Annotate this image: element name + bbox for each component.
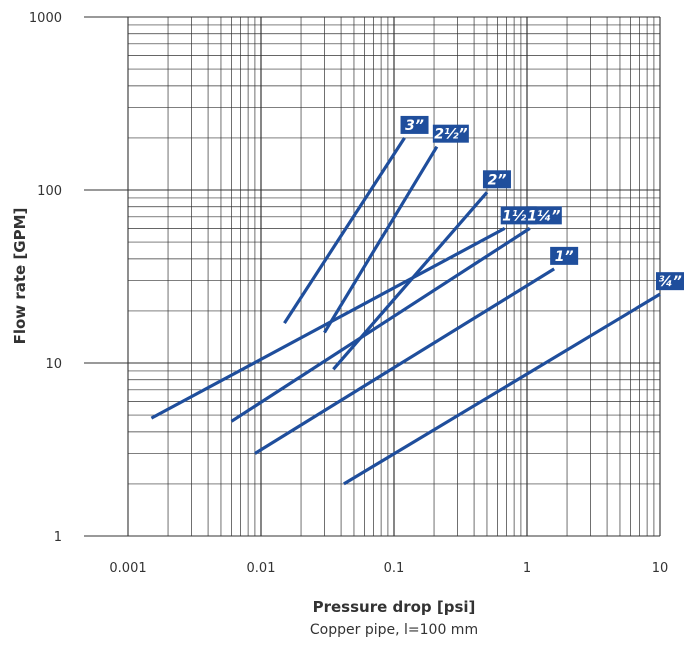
series-label: 3” [405,118,424,134]
x-tick-label: 0.1 [384,561,405,576]
series-labels: 3”2½”2”1½”1¼”1”¾” [400,115,684,291]
series-line [254,267,555,455]
series-line [283,137,406,325]
series-label: 1¼” [527,208,560,224]
series-line [230,227,531,423]
grid [84,16,661,537]
tick-labels: 0.001 0.01 0.1 1 10 1 10 100 1000 [29,11,668,576]
series-label: ¾” [658,274,682,290]
series-line [150,226,506,420]
y-tick-label: 10 [45,357,62,372]
series-line [323,145,439,334]
series-label: 2½” [434,127,467,143]
series-label-badge [482,170,511,189]
x-tick-label: 0.01 [247,561,276,576]
series-label-badge [400,115,429,134]
series-label-badge [656,272,684,291]
x-tick-label: 1 [523,561,531,576]
series-label: 2” [488,172,507,188]
x-tick-label: 10 [652,561,669,576]
y-tick-label: 1000 [29,11,62,26]
series-label-badge [525,206,562,225]
y-tick-label: 100 [37,184,62,199]
series-label-badge [550,246,579,265]
y-tick-label: 1 [54,530,62,545]
series-line [343,292,661,486]
series-lines [150,137,661,486]
y-axis-title: Flow rate [GPM] [11,208,29,345]
x-axis-title: Pressure drop [psi] [313,598,476,616]
series-label-badge [432,124,469,143]
series-label: 1” [555,249,574,265]
chart-subtitle: Copper pipe, l=100 mm [310,622,478,638]
x-tick-label: 0.001 [109,561,146,576]
